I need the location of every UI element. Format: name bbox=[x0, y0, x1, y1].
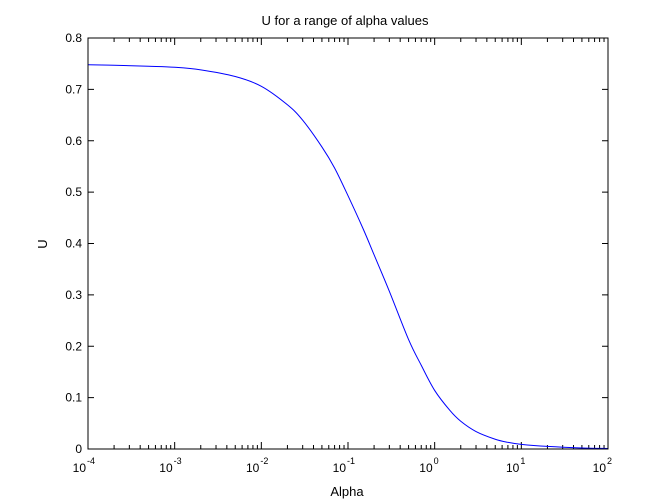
x-tick-base: 10 bbox=[419, 461, 433, 475]
x-tick-exponent: -3 bbox=[174, 456, 182, 466]
x-tick-base: 10 bbox=[246, 461, 260, 475]
y-axis-label: U bbox=[35, 239, 50, 248]
y-tick-label: 0.6 bbox=[65, 134, 82, 148]
x-axis-label: Alpha bbox=[330, 484, 364, 499]
series-line bbox=[87, 64, 609, 449]
y-tick-labels: 0 0.1 0.2 0.3 0.4 0.5 0.6 0.7 0.8 bbox=[65, 31, 82, 456]
x-tick-labels: 10 -4 10 -3 10 -2 10 -1 10 0 10 1 10 2 bbox=[73, 456, 612, 475]
x-tick-base: 10 bbox=[73, 461, 87, 475]
chart-title: U for a range of alpha values bbox=[262, 13, 429, 28]
x-tick-base: 10 bbox=[159, 461, 173, 475]
x-tick-label: 10 -2 bbox=[246, 456, 268, 475]
x-tick-label: 10 -1 bbox=[333, 456, 355, 475]
x-tick-exponent: -4 bbox=[87, 456, 95, 466]
x-tick-label: 10 2 bbox=[593, 456, 612, 475]
y-tick-label: 0 bbox=[75, 442, 82, 456]
x-tick-label: 10 -3 bbox=[159, 456, 181, 475]
x-tick-label: 10 1 bbox=[506, 456, 525, 475]
x-tick-label: 10 0 bbox=[419, 456, 438, 475]
y-tick-label: 0.2 bbox=[65, 339, 82, 353]
y-tick-label: 0.4 bbox=[65, 237, 82, 251]
x-tick-exponent: -1 bbox=[347, 456, 355, 466]
x-tick-base: 10 bbox=[506, 461, 520, 475]
y-tick-label: 0.8 bbox=[65, 31, 82, 45]
x-tick-exponent: 2 bbox=[607, 456, 612, 466]
y-tick-label: 0.3 bbox=[65, 288, 82, 302]
axes-box bbox=[87, 37, 609, 450]
series-group bbox=[87, 64, 609, 449]
x-tick-exponent: -2 bbox=[260, 456, 268, 466]
x-tick-exponent: 1 bbox=[520, 456, 525, 466]
x-tick-label: 10 -4 bbox=[73, 456, 95, 475]
y-tick-label: 0.1 bbox=[65, 391, 82, 405]
y-tick-label: 0.5 bbox=[65, 185, 82, 199]
y-tick-label: 0.7 bbox=[65, 82, 82, 96]
x-tick-exponent: 0 bbox=[434, 456, 439, 466]
x-tick-base: 10 bbox=[593, 461, 607, 475]
x-tick-base: 10 bbox=[333, 461, 347, 475]
plot-area bbox=[88, 38, 608, 449]
